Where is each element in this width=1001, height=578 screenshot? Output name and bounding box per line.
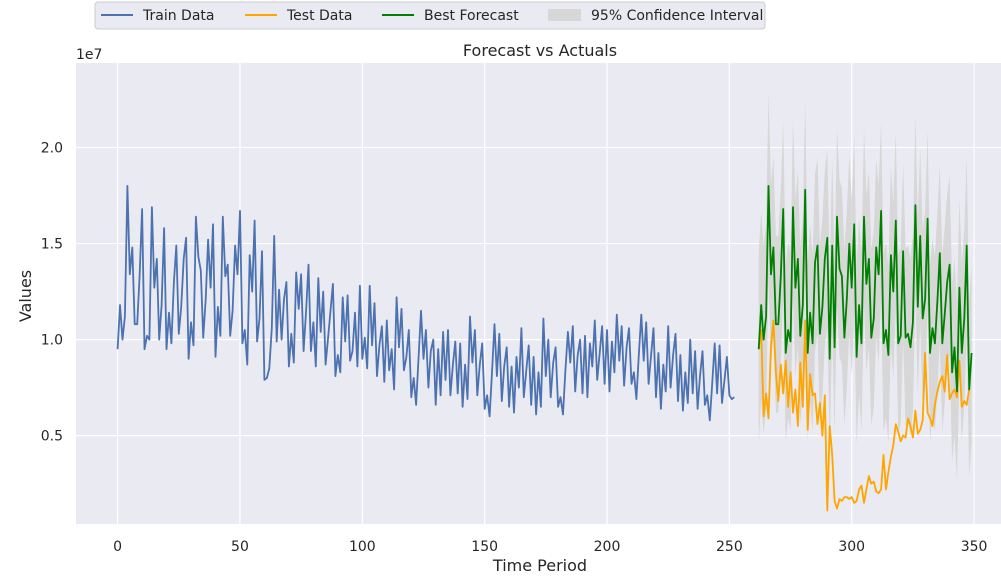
y-axis-offset-label: 1e7 [76,47,102,63]
x-axis-ticks: 0 50 100 150 200 250 300 350 [113,539,987,555]
x-tick-label: 250 [716,539,743,555]
y-tick-label: 0.5 [41,429,63,445]
x-tick-label: 50 [231,539,249,555]
legend-swatch-ci [548,9,581,21]
x-tick-label: 300 [838,539,865,555]
y-tick-label: 1.5 [41,237,63,253]
best-forecast-line [757,184,973,393]
x-tick-label: 200 [594,539,621,555]
legend-label-train: Train Data [142,8,214,24]
x-tick-label: 0 [113,539,122,555]
x-tick-label: 100 [349,539,376,555]
legend: Train Data Test Data Best Forecast 95% C… [94,1,766,30]
x-tick-label: 150 [471,539,498,555]
legend-label-forecast: Best Forecast [424,8,519,24]
x-axis-title: Time Period [492,556,587,575]
train-data-line [116,184,735,422]
legend-item-forecast: Best Forecast [382,8,519,24]
series-lines-layer [116,184,973,512]
y-axis-ticks: 0.5 1.0 1.5 2.0 [41,141,63,445]
legend-item-train: Train Data [101,8,214,24]
legend-label-ci: 95% Confidence Interval [591,8,763,24]
legend-box [94,1,766,30]
x-tick-label: 350 [961,539,988,555]
legend-label-test: Test Data [286,8,352,24]
chart-title: Forecast vs Actuals [463,41,617,60]
legend-item-ci: 95% Confidence Interval [548,8,763,24]
legend-item-test: Test Data [245,8,352,24]
y-axis-title: Values [16,270,35,322]
y-tick-label: 1.0 [41,333,63,349]
y-tick-label: 2.0 [41,141,63,157]
test-data-line [757,319,971,512]
